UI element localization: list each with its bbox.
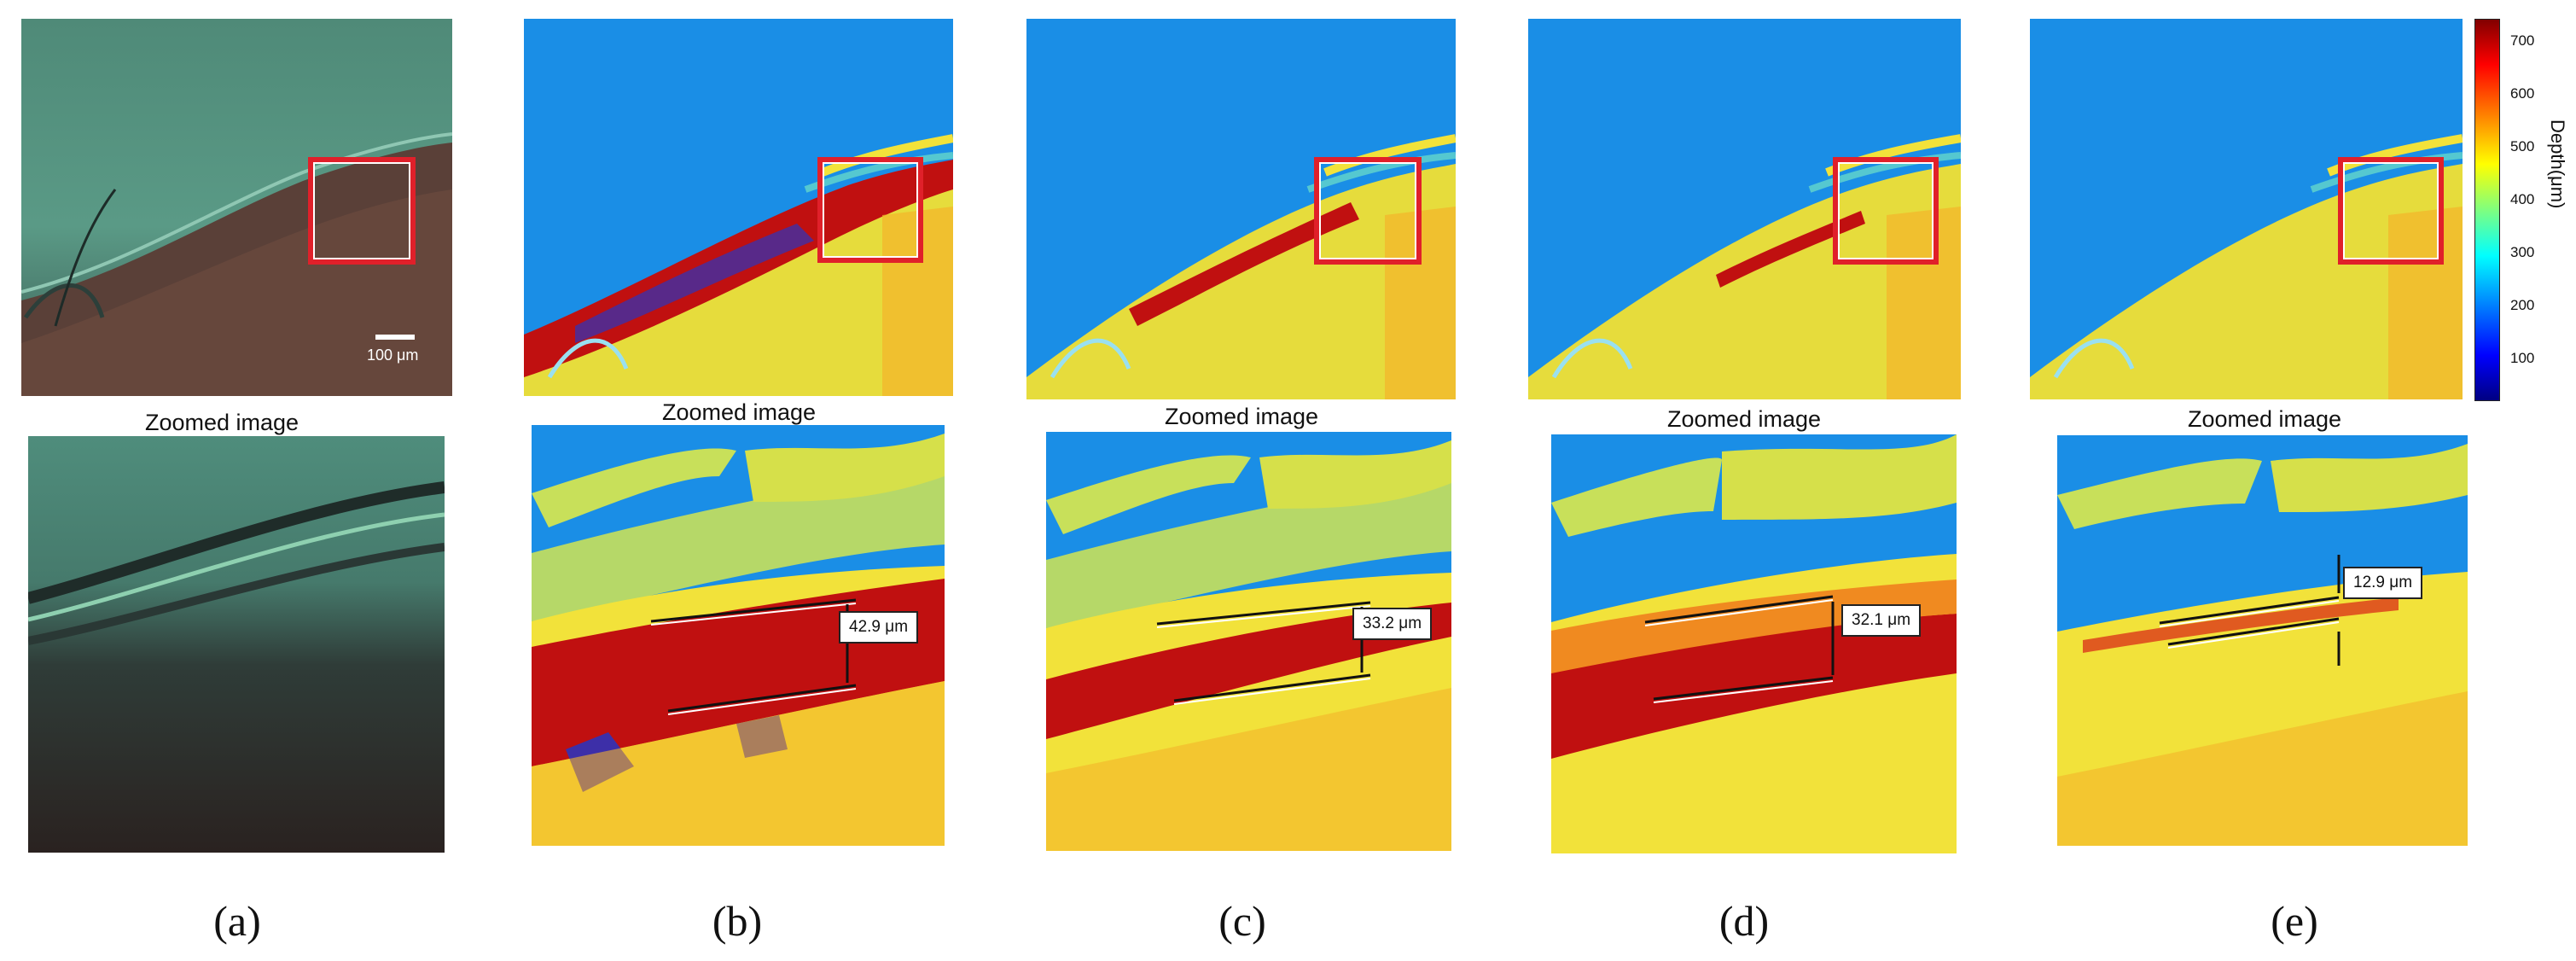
caption-d: Zoomed image	[1666, 406, 1822, 432]
colorbar-tick-600: 600	[2510, 85, 2535, 102]
roi-box-c	[1314, 157, 1422, 265]
colorbar-title: Depth(μm)	[2547, 119, 2568, 209]
measurement-label-c: 33.2 μm	[1352, 608, 1433, 640]
panel-d-zoomed-depth	[1551, 434, 1957, 853]
panel-d-depth-map	[1528, 19, 1961, 399]
colorbar-tick-300: 300	[2510, 244, 2535, 260]
roi-box-a	[308, 157, 416, 265]
panel-label-e: (e)	[2271, 897, 2318, 945]
scale-bar-label: 100 μm	[367, 347, 419, 364]
panel-b-depth-map	[524, 19, 953, 396]
caption-a: Zoomed image	[144, 410, 299, 435]
scale-bar	[375, 335, 415, 340]
colorbar-tick-400: 400	[2510, 191, 2535, 207]
panel-e-zoomed-depth	[2057, 435, 2468, 846]
colorbar-tick-500: 500	[2510, 138, 2535, 154]
caption-c: Zoomed image	[1164, 404, 1319, 429]
colorbar-tick-700: 700	[2510, 32, 2535, 49]
panel-label-a: (a)	[213, 897, 261, 945]
depth-colorbar	[2474, 18, 2501, 402]
roi-box-b	[817, 157, 923, 263]
colorbar-tick-200: 200	[2510, 297, 2535, 313]
panel-a-overview-image	[21, 19, 452, 396]
roi-box-e	[2338, 157, 2444, 265]
panel-label-c: (c)	[1218, 897, 1266, 945]
measurement-label-d: 32.1 μm	[1841, 604, 1922, 637]
panel-label-b: (b)	[712, 897, 763, 945]
measurement-label-b: 42.9 μm	[839, 611, 919, 644]
panel-a-zoomed-image	[28, 436, 445, 853]
caption-b: Zoomed image	[661, 399, 817, 425]
panel-label-d: (d)	[1718, 897, 1770, 945]
panel-c-zoomed-depth	[1046, 432, 1451, 851]
panel-e-depth-map	[2030, 19, 2463, 399]
panel-c-depth-map	[1026, 19, 1456, 399]
caption-e: Zoomed image	[2187, 406, 2342, 432]
measurement-label-e: 12.9 μm	[2343, 567, 2423, 599]
roi-box-d	[1833, 157, 1939, 265]
colorbar-tick-100: 100	[2510, 350, 2535, 366]
